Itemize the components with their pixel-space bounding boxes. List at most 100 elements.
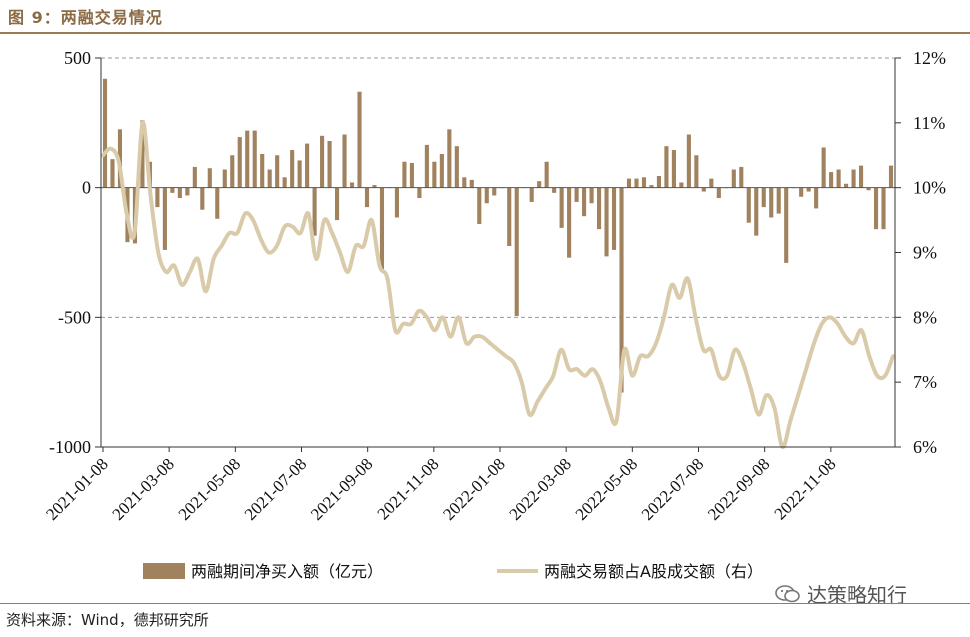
bar	[260, 153, 265, 188]
bar	[761, 187, 766, 208]
bar	[671, 150, 676, 188]
figure-title: 图 9：两融交易情况	[8, 8, 163, 27]
chart: 500 0 -500 -1000 12% 11% 10% 9% 8% 7% 6% 2021-01-…	[42, 48, 946, 581]
grid-layer	[101, 57, 895, 448]
source-note: 资料来源：Wind，德邦研究所	[6, 611, 209, 629]
bar	[297, 160, 302, 188]
bar	[492, 187, 497, 196]
x-tick-label: 2022-07-08	[638, 454, 708, 524]
bar	[529, 187, 534, 202]
top-rule	[0, 32, 970, 34]
bar	[342, 134, 347, 188]
bar	[716, 187, 721, 199]
bar	[754, 187, 759, 236]
y-right-ticks: 12% 11% 10% 9% 8% 7% 6%	[895, 48, 946, 457]
x-tick-label: 2021-05-08	[175, 454, 245, 524]
bar	[769, 187, 774, 218]
x-tick-label: 2021-09-08	[307, 454, 377, 524]
bar	[469, 179, 474, 188]
y-right-tick-label: 7%	[913, 372, 937, 392]
series-line-ratio	[101, 120, 895, 450]
x-tick-label: 2021-03-08	[108, 454, 178, 524]
bar	[207, 168, 212, 188]
bar	[349, 182, 355, 188]
bar	[596, 187, 602, 230]
bar	[484, 187, 489, 204]
bar	[215, 187, 220, 219]
legend-label-line: 两融交易额占A股成交额（右）	[544, 562, 763, 581]
y-left-tick-label: 0	[82, 178, 91, 198]
bar	[814, 187, 819, 209]
x-tick-label: 2022-03-08	[505, 454, 575, 524]
bar	[537, 181, 542, 188]
bar	[746, 187, 751, 223]
x-tick-label: 2021-01-08	[42, 454, 112, 524]
y-right-tick-label: 12%	[913, 48, 946, 68]
bar	[252, 130, 257, 188]
bar	[679, 182, 684, 188]
bar	[454, 146, 459, 188]
axes-layer	[100, 58, 896, 448]
bar	[275, 155, 280, 188]
x-tick-label: 2021-07-08	[241, 454, 311, 524]
bar	[552, 187, 557, 193]
bar	[170, 187, 175, 193]
bar	[102, 78, 108, 188]
bar	[162, 187, 167, 250]
bar	[402, 161, 407, 188]
bar	[626, 178, 632, 188]
bar	[237, 137, 242, 188]
bar	[776, 187, 781, 214]
bar	[155, 187, 160, 208]
bar	[611, 187, 617, 250]
bar	[394, 187, 400, 218]
bar	[664, 146, 669, 188]
bar	[582, 187, 587, 217]
bar	[844, 183, 849, 188]
bar	[694, 155, 699, 188]
bar	[320, 135, 325, 188]
bar	[514, 187, 519, 317]
bar	[559, 187, 564, 228]
bar	[447, 129, 452, 188]
bar	[327, 140, 332, 188]
y-right-tick-label: 8%	[913, 307, 937, 327]
bar	[312, 187, 317, 236]
bar	[619, 187, 624, 393]
bar	[462, 177, 467, 188]
bar	[185, 187, 190, 196]
legend-swatch-bar	[143, 563, 185, 579]
bar	[192, 166, 197, 188]
bar	[829, 172, 834, 188]
x-tick-label: 2022-09-08	[704, 454, 774, 524]
y-right-tick-label: 9%	[913, 243, 937, 263]
bar	[604, 187, 609, 257]
bar	[589, 187, 594, 204]
bar	[110, 159, 115, 188]
y-left-tick-label: 500	[64, 48, 91, 68]
bar	[245, 130, 250, 188]
bar	[177, 187, 182, 199]
bar	[709, 178, 714, 188]
x-ticks: 2021-01-082021-03-082021-05-082021-07-08…	[42, 447, 840, 524]
bar	[432, 161, 437, 188]
bar	[409, 163, 414, 188]
bar	[140, 120, 145, 188]
bar	[305, 143, 310, 188]
bar	[731, 169, 736, 188]
wechat-icon	[775, 584, 800, 602]
bar	[574, 187, 579, 202]
bar	[200, 187, 205, 210]
bar	[739, 166, 744, 188]
bar	[290, 150, 295, 188]
bars-layer	[102, 78, 894, 393]
x-tick-label: 2022-11-08	[771, 454, 840, 523]
bar	[634, 178, 639, 188]
bar	[222, 169, 227, 188]
bar	[567, 187, 572, 258]
bar	[873, 187, 879, 230]
y-right-tick-label: 6%	[913, 437, 937, 457]
bar	[267, 169, 272, 188]
bar	[641, 177, 647, 188]
bar	[477, 187, 482, 224]
